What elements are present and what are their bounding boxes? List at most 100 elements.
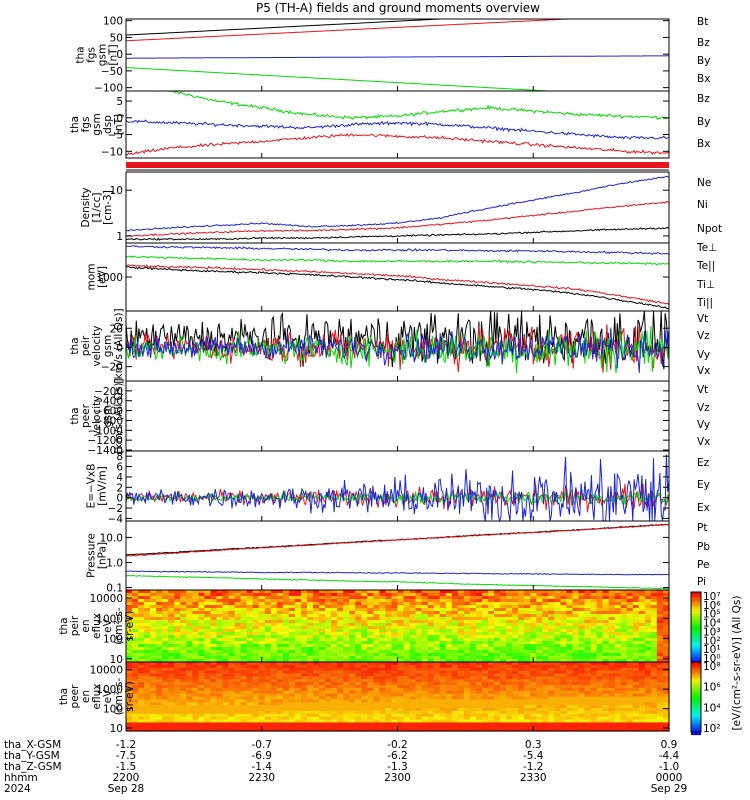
spectrogram-cell <box>343 693 350 698</box>
spectrogram-cell <box>608 696 616 700</box>
spectrogram-cell <box>150 676 157 680</box>
spectrogram-cell <box>138 590 145 594</box>
spectrogram-cell <box>168 722 175 726</box>
spectrogram-cell <box>385 599 392 603</box>
spectrogram-cell <box>132 623 139 627</box>
spectrogram-cell <box>132 614 139 618</box>
spectrogram-cell <box>590 641 598 645</box>
spectrogram-cell <box>204 599 211 603</box>
spectrogram-cell <box>156 710 163 715</box>
spectrogram-cell <box>373 596 380 600</box>
spectrogram-cell <box>331 696 338 700</box>
spectrogram-cell <box>656 693 664 698</box>
spectrogram-cell <box>506 667 513 672</box>
spectrogram-cell <box>560 644 567 648</box>
spectrogram-cell <box>240 650 248 654</box>
spectrogram-cell <box>506 647 513 651</box>
spectrogram-cell <box>307 673 314 677</box>
spectrogram-cell <box>475 653 483 657</box>
spectrogram-cell <box>451 702 459 706</box>
spectrogram-cell <box>216 620 224 624</box>
spectrogram-cell <box>349 659 356 663</box>
spectrogram-cell <box>512 614 519 618</box>
spectrogram-cell <box>186 705 193 709</box>
spectrogram-cell <box>626 596 634 600</box>
spectrogram-cell <box>632 673 640 677</box>
spectrogram-cell <box>644 653 652 657</box>
spectrogram-cell <box>204 596 211 600</box>
spectrogram-cell <box>198 641 205 645</box>
spectrogram-cell <box>192 611 199 615</box>
spectrogram-cell <box>590 670 598 675</box>
spectrogram-cell <box>379 653 386 657</box>
spectrogram-cell <box>198 611 205 615</box>
spectrogram-cell <box>180 602 187 606</box>
spectrogram-cell <box>258 653 266 657</box>
spectrogram-cell <box>421 638 429 642</box>
spectrogram-cell <box>494 710 501 715</box>
spectrogram-cell <box>663 702 670 706</box>
spectrogram-cell <box>632 705 640 709</box>
spectrogram-cell <box>463 687 471 692</box>
spectrogram-cell <box>162 673 169 677</box>
spectrogram-cell <box>560 629 567 633</box>
spectrogram-cell <box>301 632 308 636</box>
spectrogram-cell <box>174 629 181 633</box>
spectrogram-cell <box>542 679 549 683</box>
spectrogram-cell <box>608 650 616 654</box>
spectrogram-cell <box>270 722 278 726</box>
spectrogram-cell <box>415 705 423 709</box>
spectrogram-cell <box>445 656 453 660</box>
spectrogram-cell <box>482 667 489 672</box>
spectrogram-cell <box>494 611 501 615</box>
spectrogram-cell <box>427 722 435 726</box>
spectrogram-cell <box>228 725 236 729</box>
spectrogram-cell <box>385 708 392 712</box>
spectrogram-cell <box>216 614 224 618</box>
spectrogram-cell <box>578 710 586 715</box>
spectrogram-cell <box>373 719 380 723</box>
spectrogram-cell <box>325 599 332 603</box>
spectrogram-cell <box>313 722 320 726</box>
spectrogram-cell <box>138 690 145 695</box>
spectrogram-cell <box>168 713 175 718</box>
spectrogram-cell <box>512 705 519 709</box>
spectrogram-cell <box>524 599 531 603</box>
spectrogram-cell <box>663 659 670 663</box>
spectrogram-cell <box>409 608 417 612</box>
spectrogram-cell <box>192 670 199 675</box>
spectrogram-cell <box>294 682 302 686</box>
spectrogram-cell <box>614 617 622 621</box>
spectrogram-cell <box>500 719 507 723</box>
spectrogram-cell <box>252 708 260 712</box>
spectrogram-cell <box>379 708 386 712</box>
spectrogram-cell <box>144 687 151 692</box>
spectrogram-cell <box>240 690 248 695</box>
spectrogram-cell <box>240 664 248 669</box>
spectrogram-cell <box>457 682 465 686</box>
spectrogram-cell <box>463 623 471 627</box>
spectrogram-cell <box>644 641 652 645</box>
spectrogram-cell <box>264 662 272 666</box>
spectrogram-cell <box>548 635 555 639</box>
spectrogram-cell <box>367 608 374 612</box>
spectrogram-cell <box>626 608 634 612</box>
spectrogram-cell <box>602 605 610 609</box>
spectrogram-cell <box>578 699 586 703</box>
spectrogram-cell <box>162 617 169 621</box>
spectrogram-cell <box>132 650 139 654</box>
spectrogram-cell <box>656 664 664 669</box>
spectrogram-cell <box>349 656 356 660</box>
spectrogram-cell <box>488 620 495 624</box>
spectrogram-cell <box>222 679 230 683</box>
spectrogram-cell <box>572 641 580 645</box>
spectrogram-cell <box>222 608 230 612</box>
spectrogram-cell <box>307 687 314 692</box>
spectrogram-cell <box>663 605 670 609</box>
spectrogram-cell <box>174 650 181 654</box>
spectrogram-cell <box>614 708 622 712</box>
x-tick-label: 0000 <box>656 772 683 784</box>
spectrogram-cell <box>373 696 380 700</box>
spectrogram-cell <box>174 656 181 660</box>
spectrogram-cell <box>463 617 471 621</box>
